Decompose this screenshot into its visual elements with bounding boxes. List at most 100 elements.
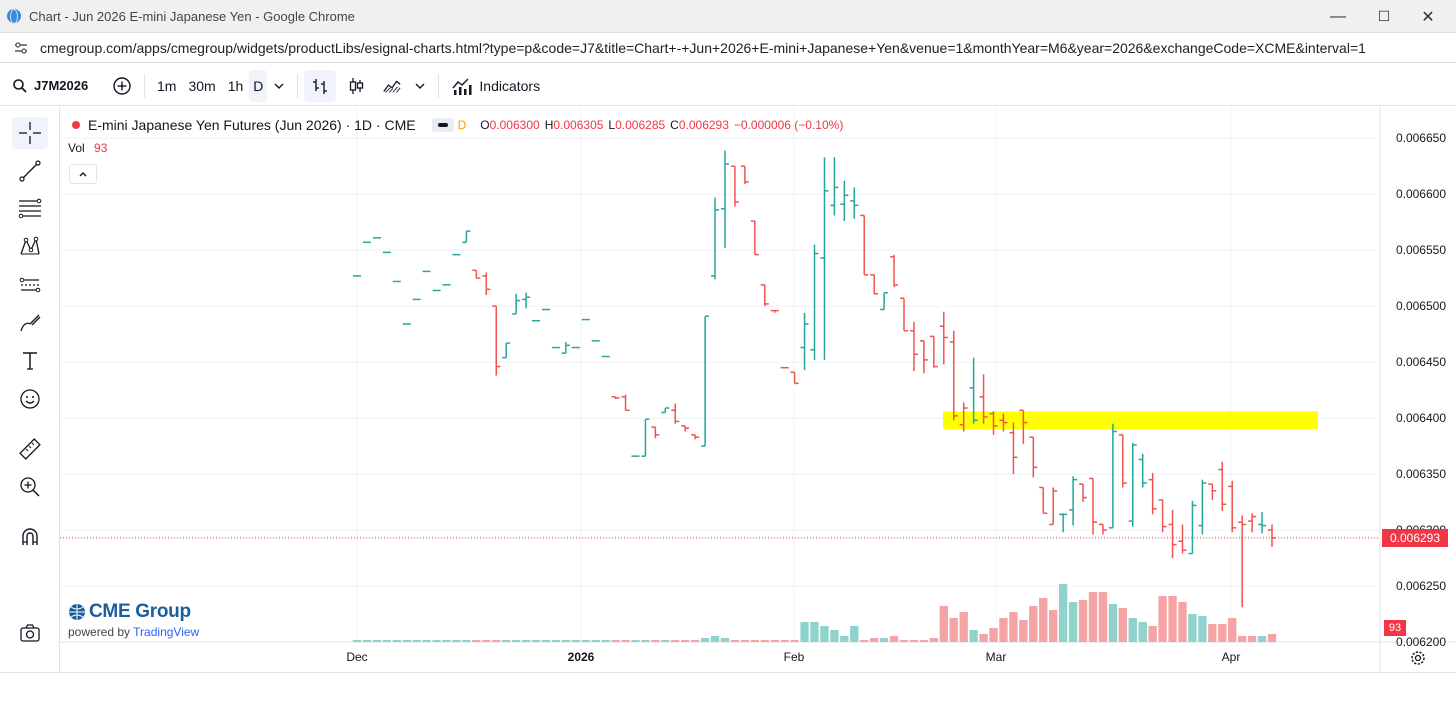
open-value: 0.006300: [489, 118, 540, 132]
volume-bar: [641, 640, 650, 642]
minimize-button[interactable]: —: [1330, 7, 1346, 25]
interval-dropdown[interactable]: [267, 70, 291, 102]
candles-chart-type-button[interactable]: [340, 70, 372, 102]
close-label: C: [670, 118, 679, 132]
interval-30m[interactable]: 30m: [188, 77, 216, 94]
volume-bar: [1118, 608, 1127, 642]
volume-bar: [1058, 584, 1068, 642]
chart-pane[interactable]: E-mini Japanese Yen Futures (Jun 2026) ·…: [60, 107, 1456, 672]
volume-bar: [830, 630, 839, 642]
volume-bar: [382, 640, 392, 642]
emoji-tool[interactable]: [12, 383, 48, 415]
gear-icon: [1411, 651, 1425, 665]
chart-settings-button[interactable]: [1408, 648, 1428, 668]
ohlc-bars-icon: [313, 78, 328, 94]
volume-bar: [1188, 614, 1197, 642]
prediction-tool[interactable]: [12, 269, 48, 301]
collapse-legend-button[interactable]: [69, 164, 97, 184]
volume-bar: [502, 640, 511, 642]
interval-1h[interactable]: 1h: [227, 77, 244, 94]
volume-bar: [1208, 624, 1217, 642]
brush-icon: [20, 314, 41, 332]
window-title: Chart - Jun 2026 E-mini Japanese Yen - G…: [29, 8, 355, 24]
bars-chart-type-button[interactable]: [304, 69, 337, 102]
time-tick-label: Dec: [346, 650, 368, 664]
cme-globe-icon: [69, 604, 85, 620]
crosshair-tool[interactable]: [12, 117, 48, 149]
area-chart-type-button[interactable]: [376, 70, 408, 102]
screenshot-button[interactable]: [12, 617, 48, 649]
symbol-search[interactable]: J7M2026: [6, 70, 98, 102]
volume-bar: [591, 640, 600, 642]
volume-bar: [1218, 624, 1227, 642]
trend-line-icon: [19, 160, 41, 182]
volume-bar: [1138, 622, 1147, 642]
volume-bar: [601, 640, 610, 642]
magnet-tool[interactable]: [12, 521, 48, 553]
volume-bar: [939, 606, 948, 642]
chart-type-dropdown[interactable]: [408, 70, 432, 102]
series-title[interactable]: E-mini Japanese Yen Futures (Jun 2026) ·…: [88, 117, 416, 133]
volume-bar: [541, 640, 551, 642]
fib-tool[interactable]: [12, 193, 48, 225]
text-tool[interactable]: [12, 345, 48, 377]
cme-branding[interactable]: CME Group powered by TradingView: [68, 601, 199, 639]
brush-tool[interactable]: [12, 307, 48, 339]
trend-line-tool[interactable]: [12, 155, 48, 187]
volume-bar: [611, 640, 620, 642]
volume-bar: [850, 626, 859, 642]
price-chart[interactable]: [60, 107, 1456, 672]
volume-bar: [780, 640, 789, 642]
close-button[interactable]: ✕: [1421, 8, 1435, 26]
indicators-label[interactable]: Indicators: [479, 77, 541, 94]
chart-toolbar: J7M2026 1m 30m 1h D Indicators: [0, 66, 1456, 106]
volume-bar: [1029, 606, 1038, 642]
compare-symbol-button[interactable]: [106, 70, 138, 102]
volume-bar: [1068, 602, 1078, 642]
volume-bar: [810, 622, 819, 642]
volume-bar: [531, 640, 541, 642]
symbol-label[interactable]: J7M2026: [34, 78, 89, 93]
time-tick-label: Feb: [783, 650, 805, 664]
interval-1m[interactable]: 1m: [157, 77, 177, 94]
volume-bar: [511, 640, 521, 642]
maximize-button[interactable]: ☐: [1377, 8, 1391, 24]
measure-tool[interactable]: [12, 433, 48, 465]
pattern-tool[interactable]: [12, 231, 48, 263]
volume-bar: [1257, 636, 1267, 642]
interval-d[interactable]: D: [249, 69, 268, 102]
eye-toggle[interactable]: [431, 118, 454, 132]
zoom-tool[interactable]: [12, 471, 48, 503]
volume-bar: [700, 638, 710, 642]
volume-bar: [671, 640, 680, 642]
volume-bar: [1198, 616, 1207, 642]
address-bar[interactable]: cmegroup.com/apps/cmegroup/widgets/produ…: [0, 33, 1456, 63]
volume-bar: [681, 640, 690, 642]
price-tick-label: 0.006500: [1395, 299, 1446, 314]
indicators-button[interactable]: Indicators: [445, 70, 546, 102]
volume-bar: [820, 626, 829, 642]
volume-legend: Vol 93: [68, 141, 107, 155]
url-text[interactable]: cmegroup.com/apps/cmegroup/widgets/produ…: [40, 39, 1366, 56]
powered-by-text: powered by: [68, 625, 131, 639]
camera-icon: [20, 624, 40, 642]
tradingview-link[interactable]: TradingView: [133, 625, 200, 639]
projection-icon: [19, 277, 41, 293]
candlestick-icon: [350, 77, 364, 94]
volume-bar: [879, 638, 889, 642]
site-info-icon[interactable]: [12, 39, 30, 57]
volume-bar: [1237, 636, 1247, 642]
time-tick-label: 2026: [567, 650, 595, 664]
low-value: 0.006285: [615, 118, 666, 132]
volume-bar: [1009, 612, 1018, 642]
volume-bar: [989, 628, 998, 642]
highlight-zone: [943, 411, 1318, 430]
volume-bar: [1168, 596, 1177, 642]
volume-bar: [1247, 636, 1257, 642]
volume-bar: [919, 640, 929, 642]
volume-bar: [720, 638, 730, 642]
volume-bar: [1108, 604, 1118, 642]
indicators-icon: [452, 78, 472, 95]
plus-circle-icon: [113, 76, 131, 95]
volume-bar: [1049, 610, 1058, 642]
